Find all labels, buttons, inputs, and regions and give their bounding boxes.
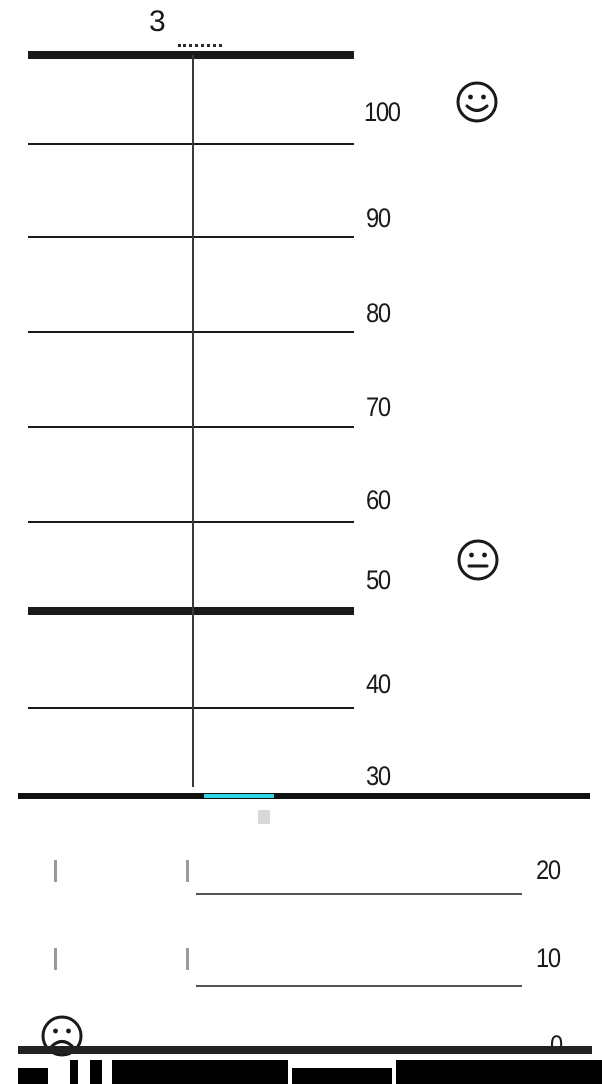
scan-block [90, 1060, 102, 1084]
smiley-icon [456, 81, 498, 123]
tick-label-30: 30 [366, 761, 391, 791]
vertical-scale-line [192, 55, 194, 787]
tick-label-100: 100 [364, 97, 401, 127]
scan-block [18, 1068, 48, 1084]
scan-block [70, 1060, 78, 1084]
scan-mark [54, 860, 57, 882]
tick-label-40: 40 [366, 669, 391, 699]
tick-label-10: 10 [536, 943, 561, 973]
scan-artifact-blocks [0, 1060, 602, 1084]
scale-line [28, 143, 354, 145]
top-dots [178, 44, 222, 53]
scale-line-top [28, 51, 354, 59]
scale-line-lower [196, 985, 522, 987]
scan-block [112, 1060, 288, 1084]
scan-artifact-color [204, 794, 274, 798]
tick-label-90: 90 [366, 203, 391, 233]
scan-artifact-band [18, 793, 590, 799]
neutral-face-icon [457, 539, 499, 581]
tick-label-20: 20 [536, 855, 561, 885]
scan-mark [186, 948, 189, 970]
tick-label-50: 50 [366, 565, 391, 595]
scan-mark [186, 860, 189, 882]
scan-artifact-gap [258, 810, 270, 824]
scale-line [28, 331, 354, 333]
scale-line [28, 426, 354, 428]
scan-block [396, 1060, 602, 1084]
scale-line [28, 521, 354, 523]
scan-mark [54, 948, 57, 970]
tick-label-60: 60 [366, 485, 391, 515]
page-number: 3 [149, 5, 166, 38]
scale-line-lower [196, 893, 522, 895]
tick-label-80: 80 [366, 298, 391, 328]
scale-line [28, 707, 354, 709]
tick-label-0: 0 [550, 1030, 562, 1046]
scan-artifact-bottom [18, 1046, 592, 1054]
sad-face-icon [41, 1015, 83, 1057]
scale-line-midpoint [28, 607, 354, 615]
scan-block [292, 1068, 392, 1084]
scale-line [28, 236, 354, 238]
tick-label-70: 70 [366, 392, 391, 422]
